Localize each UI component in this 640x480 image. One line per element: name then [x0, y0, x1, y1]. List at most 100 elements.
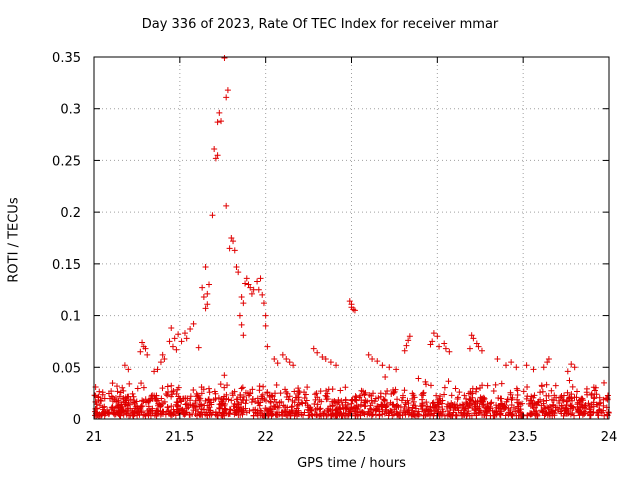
- data-point: [568, 361, 575, 368]
- y-tick-label: 0.35: [52, 51, 81, 66]
- data-point: [247, 284, 254, 291]
- data-point: [202, 411, 209, 418]
- x-tick-label: 23.5: [509, 430, 538, 445]
- data-point: [142, 345, 149, 352]
- data-point: [544, 359, 551, 366]
- y-tick-label: 0.2: [60, 206, 81, 221]
- data-point: [405, 337, 412, 344]
- data-point: [502, 405, 509, 412]
- data-point: [198, 384, 205, 391]
- data-point: [288, 404, 295, 411]
- data-point: [157, 403, 164, 410]
- data-point: [283, 356, 290, 363]
- data-point: [99, 389, 106, 396]
- data-point: [274, 360, 281, 367]
- data-point: [228, 397, 235, 404]
- data-point: [261, 396, 268, 403]
- data-point: [430, 330, 437, 337]
- data-point: [294, 412, 301, 419]
- data-point: [198, 390, 205, 397]
- data-point: [533, 402, 540, 409]
- data-point: [122, 394, 129, 401]
- data-point: [505, 410, 512, 417]
- data-point: [162, 411, 169, 418]
- data-point: [120, 407, 127, 414]
- data-point: [153, 407, 160, 414]
- data-point: [149, 396, 156, 403]
- data-point: [254, 412, 261, 419]
- data-point: [227, 406, 234, 413]
- data-point: [214, 152, 221, 159]
- data-point: [135, 408, 142, 415]
- data-point: [476, 403, 483, 410]
- data-point: [299, 400, 306, 407]
- data-point: [441, 384, 448, 391]
- data-point: [233, 263, 240, 270]
- data-point: [254, 278, 261, 285]
- data-point: [419, 390, 426, 397]
- data-point: [543, 381, 550, 388]
- data-point: [581, 410, 588, 417]
- data-point: [434, 333, 441, 340]
- data-point: [142, 396, 149, 403]
- data-point: [371, 398, 378, 405]
- data-point: [186, 411, 193, 418]
- data-point: [121, 362, 128, 369]
- data-point: [272, 390, 279, 397]
- data-point: [312, 406, 319, 413]
- data-point: [243, 275, 250, 282]
- data-point: [441, 412, 448, 419]
- data-point: [211, 388, 218, 395]
- data-point: [322, 356, 329, 363]
- data-point: [171, 335, 178, 342]
- data-point: [601, 379, 608, 386]
- data-point: [212, 395, 219, 402]
- data-point: [209, 212, 216, 219]
- data-point: [305, 404, 312, 411]
- data-point: [546, 410, 553, 417]
- data-point: [168, 382, 175, 389]
- data-point: [480, 402, 487, 409]
- data-point: [441, 391, 448, 398]
- data-point: [484, 400, 491, 407]
- data-point: [412, 402, 419, 409]
- data-point: [206, 281, 213, 288]
- data-point: [159, 409, 166, 416]
- data-point: [161, 356, 168, 363]
- data-point: [586, 403, 593, 410]
- data-point: [465, 390, 472, 397]
- data-point: [260, 300, 267, 307]
- data-point: [249, 396, 256, 403]
- data-point: [235, 269, 242, 276]
- data-point: [380, 396, 387, 403]
- data-point: [404, 397, 411, 404]
- data-point: [386, 364, 393, 371]
- data-point: [489, 407, 496, 414]
- data-point: [240, 300, 247, 307]
- data-point: [158, 395, 165, 402]
- data-point: [479, 382, 486, 389]
- x-tick-label: 23: [429, 430, 446, 445]
- data-point: [497, 395, 504, 402]
- data-point: [430, 412, 437, 419]
- data-point: [109, 380, 116, 387]
- data-point: [342, 405, 349, 412]
- data-point: [289, 403, 296, 410]
- data-point: [524, 393, 531, 400]
- data-point: [264, 343, 271, 350]
- data-point: [488, 399, 495, 406]
- data-point: [200, 406, 207, 413]
- data-point: [591, 387, 598, 394]
- data-point: [117, 389, 124, 396]
- data-point: [283, 388, 290, 395]
- data-point: [216, 409, 223, 416]
- data-point: [276, 411, 283, 418]
- data-point: [419, 400, 426, 407]
- data-point: [569, 383, 576, 390]
- data-point: [291, 388, 298, 395]
- data-point: [379, 362, 386, 369]
- data-point: [140, 412, 147, 419]
- data-point: [444, 408, 451, 415]
- data-point: [530, 366, 537, 373]
- data-point: [286, 393, 293, 400]
